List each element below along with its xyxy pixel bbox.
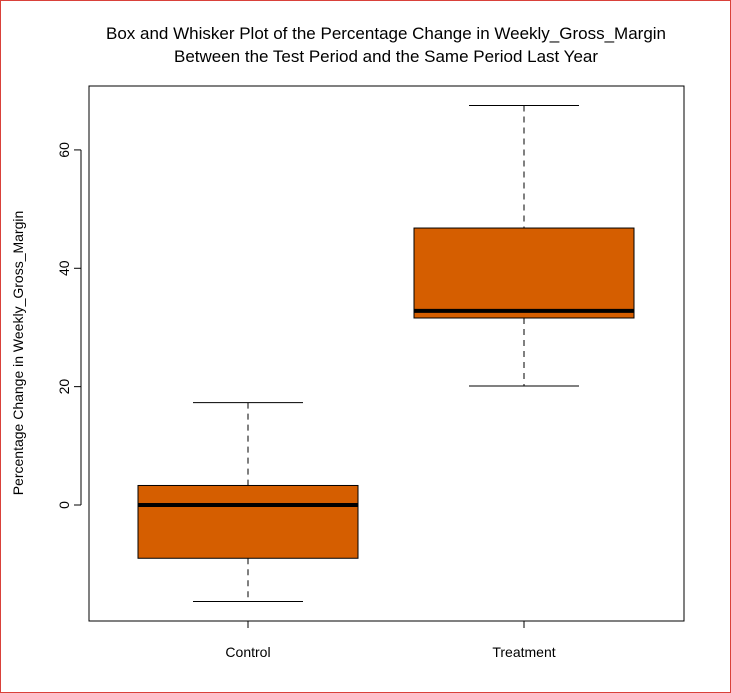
- x-tick-label: Treatment: [492, 644, 555, 660]
- x-axis: Control Treatment: [225, 620, 556, 660]
- y-axis-label: Percentage Change in Weekly_Gross_Margin: [10, 211, 26, 496]
- x-tick-label: Control: [225, 644, 270, 660]
- box-1: [413, 227, 635, 319]
- y-tick-label: 0: [56, 501, 72, 509]
- y-tick-label: 60: [56, 142, 72, 158]
- y-axis: 0 20 40 60: [56, 142, 82, 509]
- boxes-layer: [137, 105, 635, 602]
- chart-title-line-2: Between the Test Period and the Same Per…: [174, 47, 598, 66]
- box-0: [137, 484, 359, 559]
- chart-title-line-1: Box and Whisker Plot of the Percentage C…: [106, 24, 666, 43]
- y-tick-label: 40: [56, 260, 72, 276]
- y-tick-label: 20: [56, 379, 72, 395]
